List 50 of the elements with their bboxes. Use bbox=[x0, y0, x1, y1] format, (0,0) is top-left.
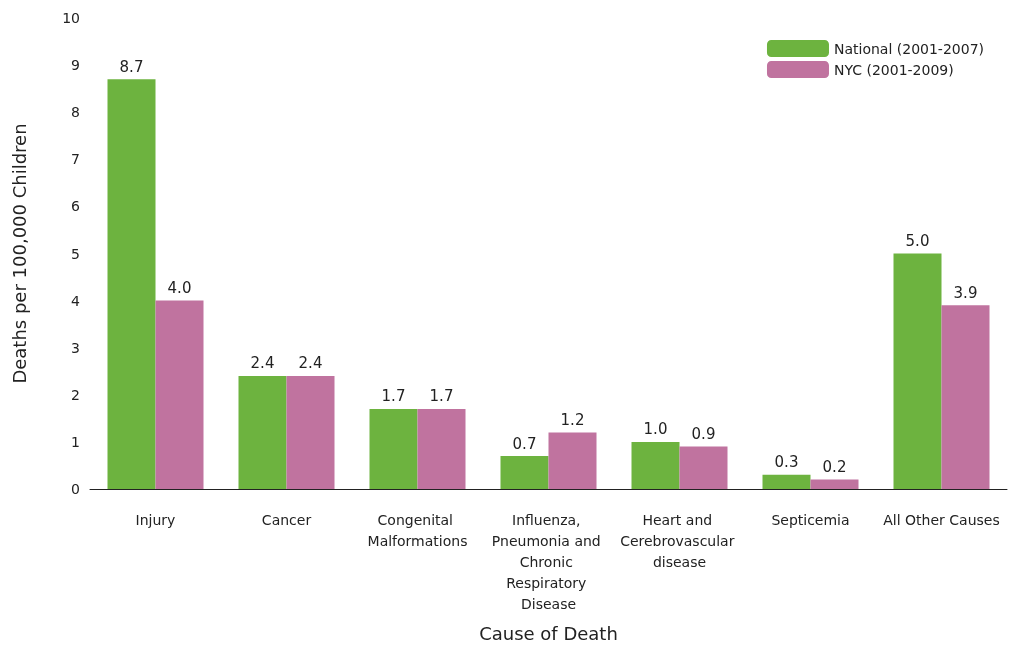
data-label: 0.3 bbox=[774, 453, 799, 472]
data-label: 1.7 bbox=[381, 387, 406, 406]
bar bbox=[941, 305, 990, 489]
legend-label: National (2001-2007) bbox=[833, 40, 985, 57]
x-tick-label: Influenza, Pneumonia and Chronic Respiratory Disease bbox=[491, 511, 606, 612]
legend-label: NYC (2001-2009) bbox=[833, 61, 954, 78]
y-tick-label: 6 bbox=[71, 198, 81, 215]
data-label: 0.7 bbox=[512, 434, 537, 453]
data-label: 1.0 bbox=[643, 420, 668, 439]
x-tick-label: Cancer bbox=[261, 511, 312, 528]
data-label: 2.4 bbox=[298, 354, 323, 373]
x-axis-title: Cause of Death bbox=[479, 622, 618, 644]
data-label: 8.7 bbox=[119, 57, 144, 76]
bar bbox=[155, 300, 204, 489]
bar bbox=[679, 446, 728, 489]
y-tick-label: 1 bbox=[71, 433, 80, 450]
bar bbox=[107, 79, 156, 489]
bar bbox=[417, 408, 466, 489]
bar bbox=[893, 253, 942, 489]
bar bbox=[286, 375, 335, 489]
bar bbox=[238, 375, 287, 489]
x-tick-label: Injury bbox=[135, 511, 176, 528]
x-tick-label: All Other Causes bbox=[883, 511, 1000, 528]
data-label: 1.7 bbox=[429, 387, 454, 406]
x-tick-label: Congenital Malformations bbox=[367, 511, 468, 549]
data-label: 0.9 bbox=[691, 425, 716, 444]
y-tick-label: 0 bbox=[71, 481, 80, 497]
data-label: 0.2 bbox=[822, 458, 847, 477]
x-tick-label: Septicemia bbox=[771, 511, 850, 528]
data-label: 1.2 bbox=[560, 410, 585, 429]
data-label: 3.9 bbox=[953, 283, 978, 302]
bar bbox=[762, 474, 811, 489]
data-label: 2.4 bbox=[250, 354, 275, 373]
y-tick-label: 4 bbox=[71, 292, 81, 309]
y-tick-label: 8 bbox=[71, 104, 80, 121]
y-axis-title: Deaths per 100,000 Children bbox=[8, 123, 30, 384]
y-tick-label: 5 bbox=[71, 245, 80, 262]
y-tick-label: 3 bbox=[71, 339, 80, 356]
bar bbox=[500, 456, 549, 489]
y-tick-label: 7 bbox=[71, 151, 80, 168]
data-label: 4.0 bbox=[167, 279, 192, 298]
y-tick-label: 10 bbox=[62, 10, 80, 26]
y-tick-label: 2 bbox=[71, 386, 80, 403]
y-tick-label: 9 bbox=[71, 57, 80, 74]
data-label: 5.0 bbox=[905, 232, 930, 250]
bar bbox=[631, 441, 680, 489]
bar bbox=[548, 432, 597, 489]
x-tick-label: Heart and Cerebrovascular disease bbox=[620, 511, 739, 570]
bar bbox=[369, 408, 418, 489]
bar bbox=[810, 479, 859, 489]
